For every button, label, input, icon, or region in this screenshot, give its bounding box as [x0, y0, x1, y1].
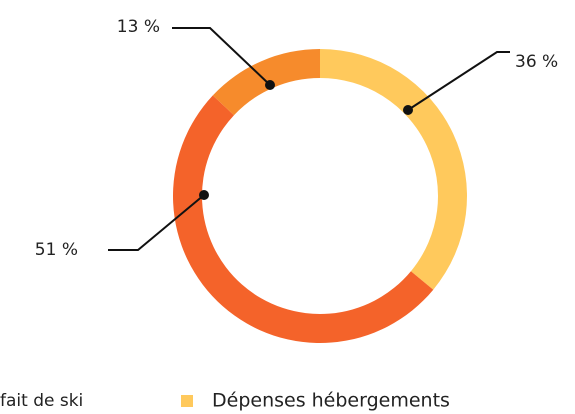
legend-label: Dépenses hébergements: [212, 390, 450, 412]
legend-label: fait de ski: [0, 391, 83, 411]
leader-line: [108, 194, 205, 251]
leader-dot: [403, 105, 413, 115]
leader-line: [407, 51, 510, 111]
donut-slice: [172, 95, 434, 344]
donut-slice: [320, 49, 467, 290]
legend-swatch: [181, 395, 193, 407]
value-label: 36 %: [515, 52, 558, 72]
leader-dot: [199, 190, 209, 200]
leader-line: [172, 27, 271, 86]
value-label: 13 %: [117, 17, 160, 37]
leader-dot: [265, 80, 275, 90]
value-label: 51 %: [35, 240, 78, 260]
